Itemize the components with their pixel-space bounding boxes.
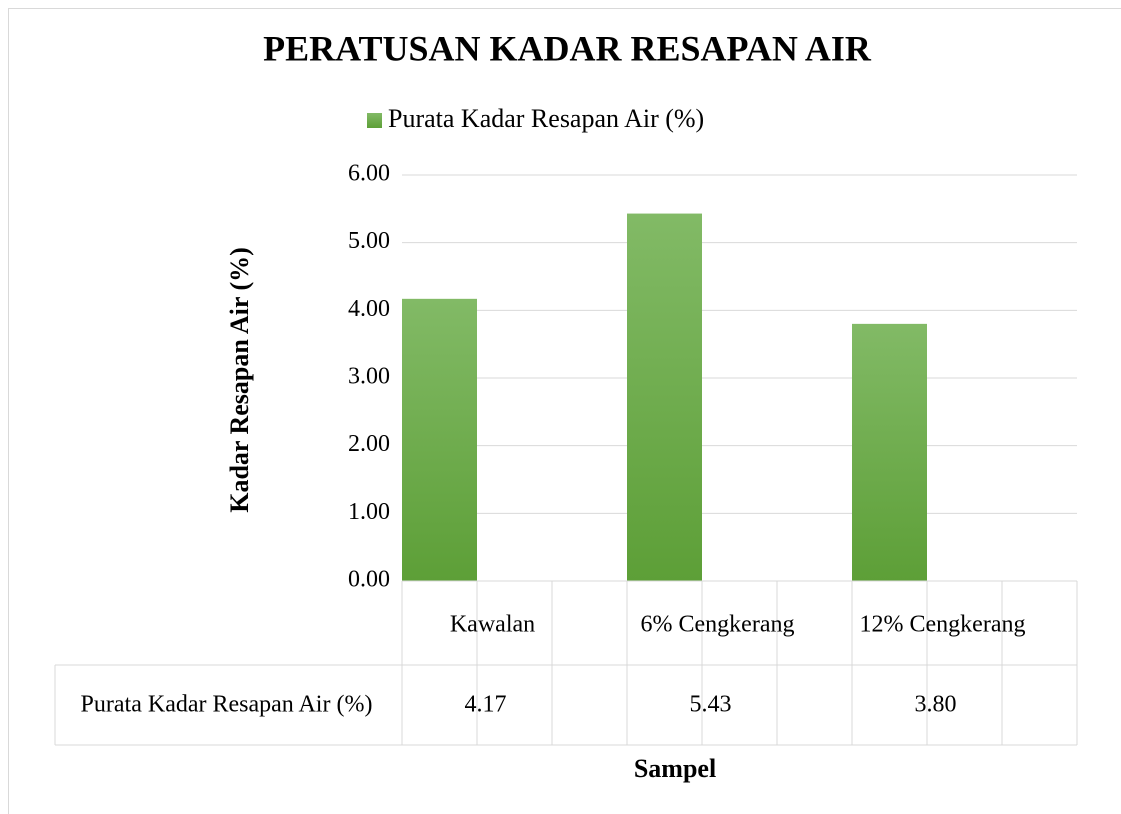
y-axis-label: Kadar Resapan Air (%) — [225, 247, 254, 513]
table-value: 5.43 — [690, 692, 732, 718]
x-tick-label: 12% Cengkerang — [860, 612, 1026, 638]
bar — [402, 298, 477, 581]
legend-label: Purata Kadar Resapan Air (%) — [388, 104, 704, 133]
y-tick-label: 0.00 — [348, 567, 390, 593]
y-tick-label: 4.00 — [348, 296, 390, 322]
table-value: 4.17 — [465, 692, 507, 718]
y-tick-label: 2.00 — [348, 431, 390, 457]
table-value: 3.80 — [915, 692, 957, 718]
bar — [852, 323, 927, 581]
y-tick-label: 3.00 — [348, 364, 390, 390]
x-tick-label: Kawalan — [450, 612, 535, 638]
y-tick-label: 5.00 — [348, 228, 390, 254]
x-tick-label: 6% Cengkerang — [641, 612, 795, 638]
bar — [627, 213, 702, 581]
table-row-label: Purata Kadar Resapan Air (%) — [81, 692, 373, 718]
chart-area — [8, 8, 1121, 814]
x-axis-label: Sampel — [634, 754, 716, 783]
legend-key — [367, 113, 382, 128]
chart-title: PERATUSAN KADAR RESAPAN AIR — [263, 28, 872, 68]
y-tick-label: 6.00 — [348, 161, 390, 187]
y-tick-label: 1.00 — [348, 499, 390, 525]
